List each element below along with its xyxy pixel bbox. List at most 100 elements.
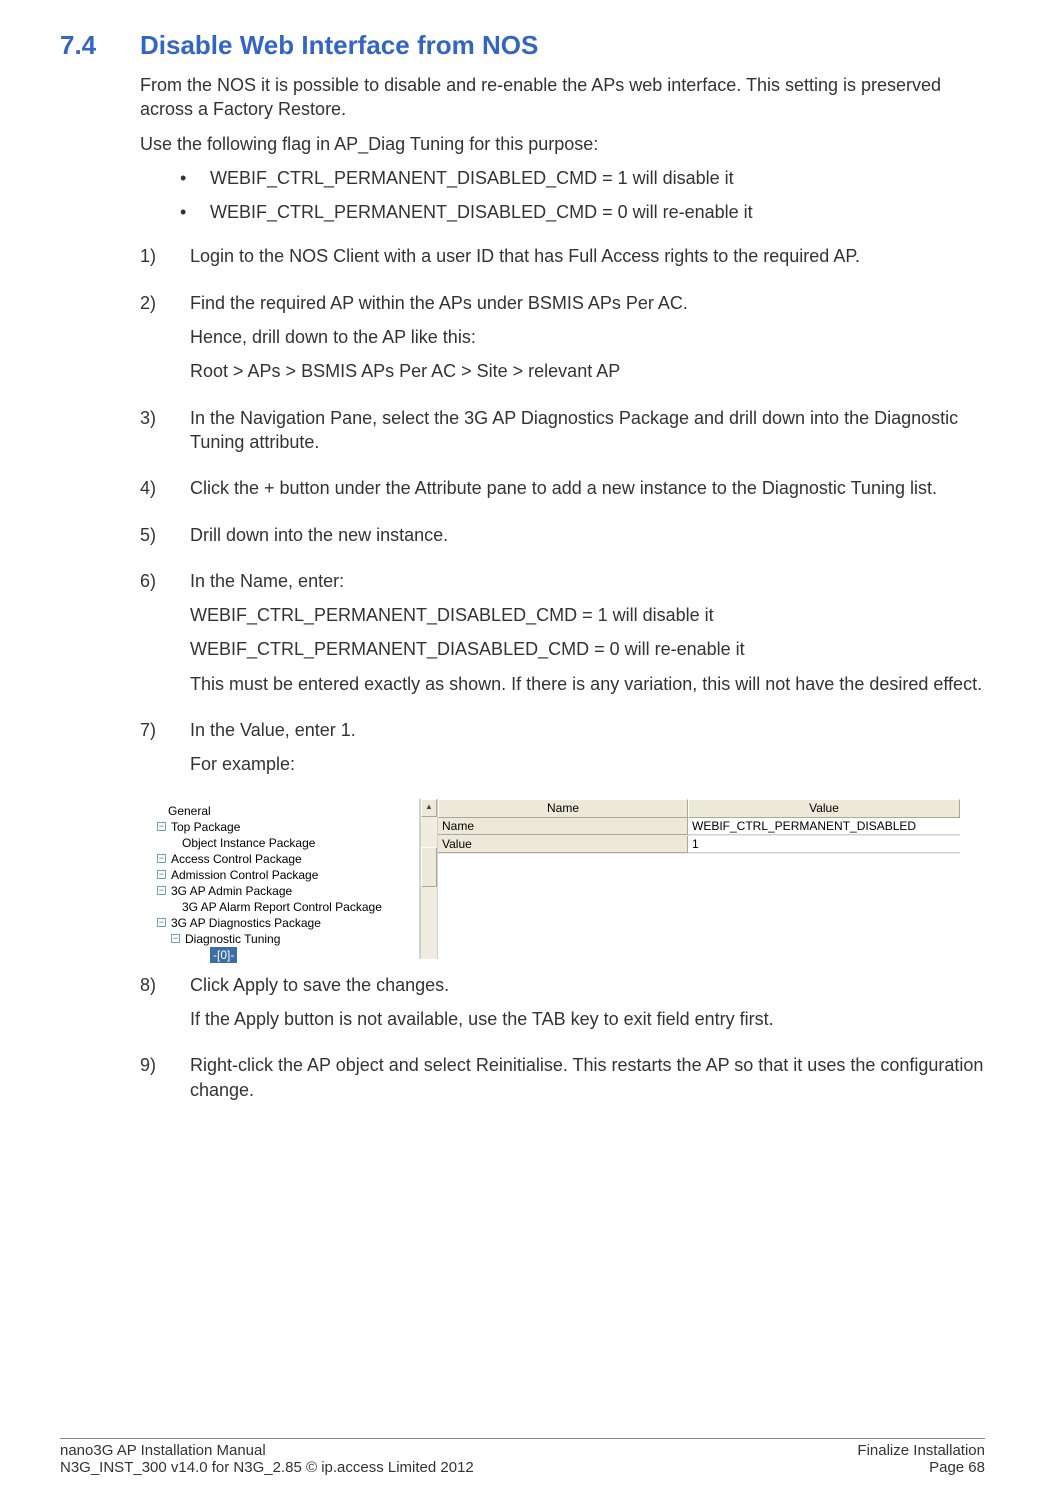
- step-list: 1) Login to the NOS Client with a user I…: [140, 244, 985, 1101]
- properties-panel: Name Value Name WEBIF_CTRL_PERMANENT_DIS…: [438, 799, 960, 959]
- step-6: 6) In the Name, enter: WEBIF_CTRL_PERMAN…: [140, 569, 985, 696]
- tree-label[interactable]: 3G AP Admin Package: [171, 883, 292, 899]
- step-text: This must be entered exactly as shown. I…: [190, 672, 985, 696]
- tree-item[interactable]: −Admission Control Package: [146, 867, 419, 883]
- step-1: 1) Login to the NOS Client with a user I…: [140, 244, 985, 268]
- step-text: In the Name, enter:: [190, 569, 985, 593]
- tree-label[interactable]: 3G AP Diagnostics Package: [171, 915, 321, 931]
- tree-item[interactable]: −Top Package: [146, 819, 419, 835]
- step-number: 8): [140, 973, 190, 1032]
- property-row: Name WEBIF_CTRL_PERMANENT_DISABLED: [438, 818, 960, 836]
- tree-label[interactable]: Access Control Package: [171, 851, 302, 867]
- tree-label[interactable]: -[0]-: [210, 947, 237, 963]
- step-text: Hence, drill down to the AP like this:: [190, 325, 985, 349]
- tree-item[interactable]: −Diagnostic Tuning: [146, 931, 419, 947]
- step-body: Login to the NOS Client with a user ID t…: [190, 244, 985, 268]
- bullet-marker: •: [180, 166, 210, 190]
- step-number: 7): [140, 718, 190, 777]
- property-row: Value 1: [438, 836, 960, 854]
- step-3: 3) In the Navigation Pane, select the 3G…: [140, 406, 985, 455]
- scroll-thumb[interactable]: [421, 847, 437, 887]
- intro-para-2: Use the following flag in AP_Diag Tuning…: [140, 132, 985, 156]
- footer-right: Finalize Installation Page 68: [857, 1442, 985, 1476]
- footer-copyright: N3G_INST_300 v14.0 for N3G_2.85 © ip.acc…: [60, 1459, 474, 1476]
- section-number: 7.4: [60, 30, 140, 61]
- step-body: Click Apply to save the changes. If the …: [190, 973, 985, 1032]
- step-body: In the Navigation Pane, select the 3G AP…: [190, 406, 985, 455]
- tree-panel: General−Top PackageObject Instance Packa…: [140, 799, 420, 959]
- bullet-list: • WEBIF_CTRL_PERMANENT_DISABLED_CMD = 1 …: [180, 166, 985, 225]
- tree-label[interactable]: Top Package: [171, 819, 240, 835]
- step-number: 3): [140, 406, 190, 455]
- bullet-text: WEBIF_CTRL_PERMANENT_DISABLED_CMD = 0 wi…: [210, 200, 753, 224]
- step-7: 7) In the Value, enter 1. For example:: [140, 718, 985, 777]
- tree-item[interactable]: General: [146, 803, 419, 819]
- step-number: 2): [140, 291, 190, 384]
- step-number: 1): [140, 244, 190, 268]
- bullet-text: WEBIF_CTRL_PERMANENT_DISABLED_CMD = 1 wi…: [210, 166, 734, 190]
- tree-item[interactable]: −3G AP Admin Package: [146, 883, 419, 899]
- tree-label[interactable]: 3G AP Alarm Report Control Package: [182, 899, 382, 915]
- step-text: Click Apply to save the changes.: [190, 973, 985, 997]
- step-text: If the Apply button is not available, us…: [190, 1007, 985, 1031]
- tree-toggle-icon[interactable]: −: [157, 918, 166, 927]
- step-2: 2) Find the required AP within the APs u…: [140, 291, 985, 384]
- section-header: 7.4 Disable Web Interface from NOS: [60, 30, 985, 61]
- content-body: From the NOS it is possible to disable a…: [140, 73, 985, 1102]
- tree-label[interactable]: Admission Control Package: [171, 867, 318, 883]
- step-text: In the Navigation Pane, select the 3G AP…: [190, 406, 985, 455]
- tree-item[interactable]: −Access Control Package: [146, 851, 419, 867]
- step-number: 6): [140, 569, 190, 696]
- tree-toggle-icon[interactable]: −: [157, 886, 166, 895]
- scroll-track[interactable]: [421, 817, 437, 959]
- footer-manual-title: nano3G AP Installation Manual: [60, 1442, 474, 1459]
- scroll-up-icon[interactable]: ▲: [421, 799, 437, 817]
- tree-item[interactable]: -[0]-: [146, 947, 419, 963]
- section-title: Disable Web Interface from NOS: [140, 30, 538, 61]
- step-body: Find the required AP within the APs unde…: [190, 291, 985, 384]
- tree-item[interactable]: −3G AP Diagnostics Package: [146, 915, 419, 931]
- step-text: WEBIF_CTRL_PERMANENT_DIASABLED_CMD = 0 w…: [190, 637, 985, 661]
- step-text: Login to the NOS Client with a user ID t…: [190, 244, 985, 268]
- intro-para-1: From the NOS it is possible to disable a…: [140, 73, 985, 122]
- step-text: Drill down into the new instance.: [190, 523, 985, 547]
- column-header-name[interactable]: Name: [438, 799, 688, 818]
- tree-toggle-icon[interactable]: −: [157, 870, 166, 879]
- bullet-marker: •: [180, 200, 210, 224]
- step-number: 9): [140, 1053, 190, 1102]
- tree-item[interactable]: 3G AP Alarm Report Control Package: [146, 899, 419, 915]
- step-8: 8) Click Apply to save the changes. If t…: [140, 973, 985, 1032]
- property-name: Value: [438, 836, 688, 853]
- step-9: 9) Right-click the AP object and select …: [140, 1053, 985, 1102]
- step-body: Right-click the AP object and select Rei…: [190, 1053, 985, 1102]
- step-text: WEBIF_CTRL_PERMANENT_DISABLED_CMD = 1 wi…: [190, 603, 985, 627]
- property-name: Name: [438, 818, 688, 835]
- column-header-value[interactable]: Value: [688, 799, 960, 818]
- tree-toggle-icon[interactable]: −: [157, 822, 166, 831]
- tree-label[interactable]: Diagnostic Tuning: [185, 931, 280, 947]
- properties-header: Name Value: [438, 799, 960, 818]
- step-body: In the Name, enter: WEBIF_CTRL_PERMANENT…: [190, 569, 985, 696]
- tree-item[interactable]: Object Instance Package: [146, 835, 419, 851]
- step-body: Drill down into the new instance.: [190, 523, 985, 547]
- property-value[interactable]: 1: [688, 836, 960, 853]
- tree-label[interactable]: General: [168, 803, 211, 819]
- page-footer: nano3G AP Installation Manual N3G_INST_3…: [60, 1438, 985, 1476]
- step-body: In the Value, enter 1. For example:: [190, 718, 985, 777]
- step-number: 5): [140, 523, 190, 547]
- bullet-item: • WEBIF_CTRL_PERMANENT_DISABLED_CMD = 0 …: [180, 200, 985, 224]
- step-text: Right-click the AP object and select Rei…: [190, 1053, 985, 1102]
- bullet-item: • WEBIF_CTRL_PERMANENT_DISABLED_CMD = 1 …: [180, 166, 985, 190]
- tree-toggle-icon[interactable]: −: [171, 934, 180, 943]
- step-4: 4) Click the + button under the Attribut…: [140, 476, 985, 500]
- footer-section-name: Finalize Installation: [857, 1442, 985, 1459]
- property-value[interactable]: WEBIF_CTRL_PERMANENT_DISABLED: [688, 818, 960, 835]
- step-number: 4): [140, 476, 190, 500]
- step-text: In the Value, enter 1.: [190, 718, 985, 742]
- scrollbar[interactable]: ▲: [420, 799, 438, 959]
- config-screenshot: General−Top PackageObject Instance Packa…: [140, 799, 960, 959]
- tree-toggle-icon[interactable]: −: [157, 854, 166, 863]
- footer-page-number: Page 68: [857, 1459, 985, 1476]
- footer-left: nano3G AP Installation Manual N3G_INST_3…: [60, 1442, 474, 1476]
- tree-label[interactable]: Object Instance Package: [182, 835, 315, 851]
